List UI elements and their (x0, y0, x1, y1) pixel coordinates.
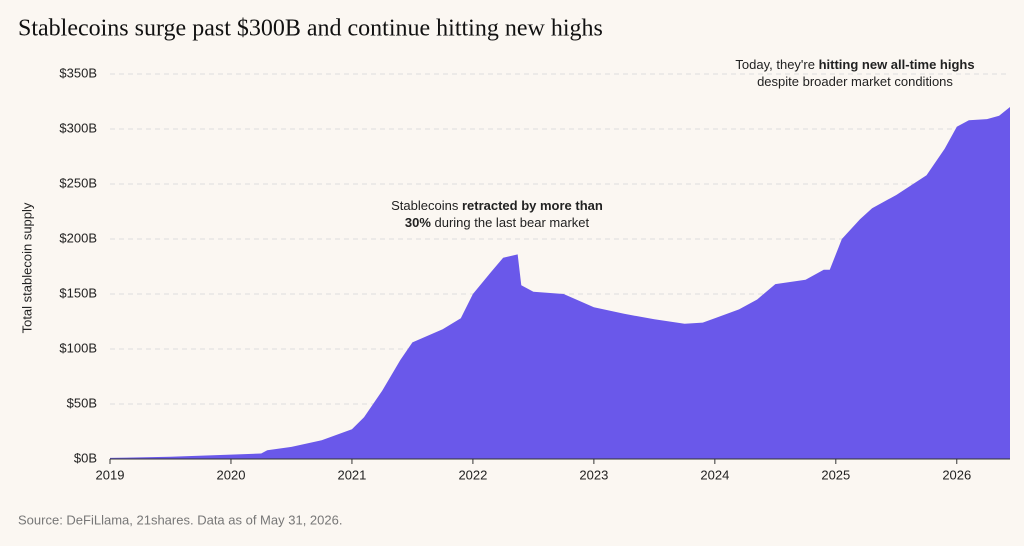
y-tick-label: $350B (59, 65, 97, 80)
annotation-part: retracted by more than (462, 198, 603, 213)
x-tick-label: 2024 (700, 467, 729, 482)
annotation-part: 30% (405, 215, 431, 230)
y-tick-label: $150B (59, 285, 97, 300)
y-axis-label: Total stablecoin supply (19, 202, 34, 333)
x-tick-label: 2023 (579, 467, 608, 482)
annotation-part: Today, they're (735, 57, 818, 72)
y-tick-label: $200B (59, 230, 97, 245)
area (110, 107, 1010, 459)
chart-title: Stablecoins surge past $300B and continu… (18, 16, 603, 42)
annotation: Stablecoins retracted by more than (391, 198, 603, 213)
y-tick-label: $250B (59, 175, 97, 190)
y-tick-label: $100B (59, 340, 97, 355)
x-tick-label: 2025 (821, 467, 850, 482)
annotation-part: hitting new all-time highs (819, 57, 975, 72)
annotation-part: Stablecoins (391, 198, 462, 213)
x-tick-label: 2021 (337, 467, 366, 482)
annotation: 30% during the last bear market (405, 215, 590, 230)
annotation-part: during the last bear market (431, 215, 590, 230)
y-tick-label: $0B (74, 450, 97, 465)
x-tick-label: 2020 (217, 467, 246, 482)
x-tick-label: 2022 (458, 467, 487, 482)
x-tick-label: 2019 (96, 467, 125, 482)
annotation: Today, they're hitting new all-time high… (735, 57, 974, 72)
annotation: despite broader market conditions (757, 74, 953, 89)
source-note: Source: DeFiLlama, 21shares. Data as of … (18, 512, 342, 527)
y-tick-label: $50B (67, 395, 97, 410)
x-tick-label: 2026 (942, 467, 971, 482)
y-tick-label: $300B (59, 120, 97, 135)
annotation-part: despite broader market conditions (757, 74, 953, 89)
